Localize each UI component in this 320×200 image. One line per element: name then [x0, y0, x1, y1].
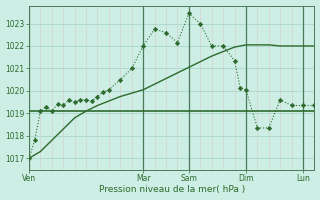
- X-axis label: Pression niveau de la mer( hPa ): Pression niveau de la mer( hPa ): [99, 185, 245, 194]
